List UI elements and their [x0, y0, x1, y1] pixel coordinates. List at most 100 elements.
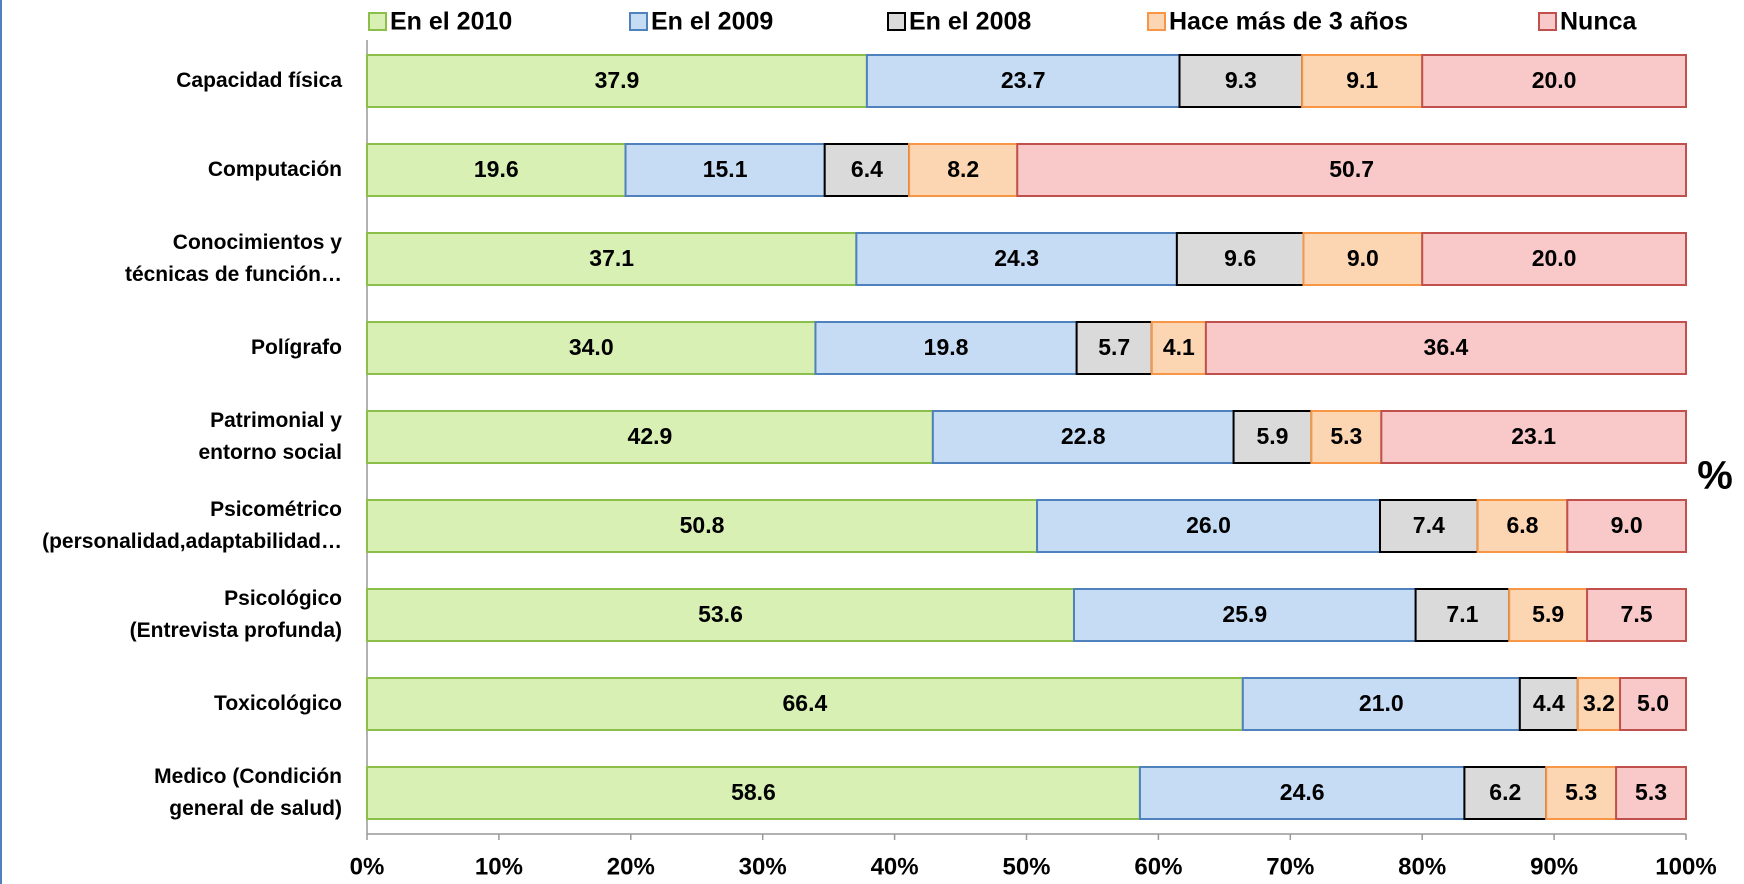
bar-segment	[814, 321, 1078, 375]
legend-label: Nunca	[1560, 8, 1638, 36]
bar-segment	[1204, 321, 1688, 375]
data-label: 6.2	[1489, 779, 1521, 805]
data-label: 24.3	[994, 245, 1039, 271]
data-label: 4.1	[1163, 334, 1195, 360]
data-label: 3.2	[1583, 690, 1615, 716]
bar-segment	[366, 677, 1244, 731]
bar-segment	[1175, 232, 1305, 286]
category-label: Psicológico (Entrevista profunda)	[129, 587, 342, 642]
bar-segment	[624, 143, 826, 197]
category-label: Computación	[207, 158, 342, 181]
bar-segment	[1241, 677, 1521, 731]
data-label: 37.9	[595, 67, 640, 93]
data-label: 53.6	[698, 601, 743, 627]
data-label: 7.4	[1413, 512, 1445, 538]
bar-segment	[1619, 677, 1688, 731]
x-tick-label: 0%	[350, 853, 385, 880]
x-tick-label: 20%	[607, 853, 655, 880]
category-label: Toxicológico	[214, 692, 342, 715]
data-label: 50.7	[1329, 156, 1374, 182]
data-label: 42.9	[628, 423, 673, 449]
bar-segment	[366, 232, 858, 286]
data-label: 21.0	[1359, 690, 1404, 716]
data-label: 5.3	[1330, 423, 1362, 449]
bar-segment	[1566, 499, 1688, 553]
category-label: Psicométrico (personalidad,adaptabilidad…	[42, 498, 342, 553]
bar-segment	[1232, 410, 1313, 464]
data-label: 5.3	[1565, 779, 1597, 805]
bar-segment	[1016, 143, 1687, 197]
data-label: 20.0	[1532, 245, 1577, 271]
data-label: 7.5	[1621, 601, 1653, 627]
data-label: 50.8	[680, 512, 725, 538]
bar-segment	[1421, 54, 1687, 108]
bar-segment	[1072, 588, 1417, 642]
data-label: 7.1	[1446, 601, 1478, 627]
legend-swatch	[1538, 12, 1557, 31]
x-tick-label: 10%	[475, 853, 523, 880]
bar-segment	[1380, 410, 1688, 464]
bar-segment	[366, 321, 817, 375]
data-label: 20.0	[1532, 67, 1577, 93]
x-tick-label: 40%	[871, 853, 919, 880]
category-label: Polígrafo	[250, 336, 342, 359]
bar-segment	[1414, 588, 1511, 642]
bar-segment	[1075, 321, 1153, 375]
data-label: 24.6	[1280, 779, 1325, 805]
x-tick-label: 80%	[1398, 853, 1446, 880]
x-tick-label: 100%	[1655, 853, 1716, 880]
x-tick-label: 70%	[1266, 853, 1314, 880]
bar-segment	[1463, 766, 1548, 820]
x-tick-label: 50%	[1002, 853, 1050, 880]
data-label: 23.1	[1511, 423, 1556, 449]
data-label: 58.6	[731, 779, 776, 805]
legend-swatch	[1147, 12, 1166, 31]
legend-label: Hace más de 3 años	[1169, 8, 1408, 36]
legend-label: En el 2008	[909, 8, 1031, 36]
data-label: 5.0	[1637, 690, 1669, 716]
bar-segment	[1036, 499, 1381, 553]
category-label: Patrimonial y entorno social	[198, 409, 342, 464]
data-label: 15.1	[703, 156, 748, 182]
data-label: 9.0	[1347, 245, 1379, 271]
x-tick-label: 30%	[739, 853, 787, 880]
x-tick-label: 90%	[1530, 853, 1578, 880]
data-label: 22.8	[1061, 423, 1106, 449]
data-label: 25.9	[1222, 601, 1267, 627]
bar-segment	[1138, 766, 1466, 820]
legend-label: En el 2009	[651, 8, 773, 36]
category-label: Capacidad física	[176, 69, 342, 92]
data-label: 8.2	[947, 156, 979, 182]
bar-segment	[1178, 54, 1304, 108]
data-label: 6.8	[1506, 512, 1538, 538]
data-label: 66.4	[783, 690, 828, 716]
bar-segment	[366, 588, 1075, 642]
data-label: 23.7	[1001, 67, 1046, 93]
data-label: 9.6	[1224, 245, 1256, 271]
bar-segment	[865, 54, 1181, 108]
x-tick-label: 60%	[1134, 853, 1182, 880]
legend-swatch	[629, 12, 648, 31]
data-label: 26.0	[1186, 512, 1231, 538]
bar-segment	[1518, 677, 1579, 731]
bar-segment	[1421, 232, 1687, 286]
data-label: 37.1	[589, 245, 634, 271]
bar-segment	[1508, 588, 1589, 642]
bar-segment	[931, 410, 1235, 464]
data-label: 19.6	[474, 156, 519, 182]
bar-segment	[1150, 321, 1207, 375]
data-label: 4.4	[1533, 690, 1565, 716]
data-label: 5.9	[1532, 601, 1564, 627]
legend-swatch	[368, 12, 387, 31]
bar-segment	[1545, 766, 1618, 820]
data-label: 9.3	[1225, 67, 1257, 93]
bar-segment	[366, 410, 934, 464]
legend-label: En el 2010	[390, 8, 512, 36]
legend-swatch	[887, 12, 906, 31]
x-axis-label: %	[1697, 454, 1733, 498]
data-label: 34.0	[569, 334, 614, 360]
bar-segment	[908, 143, 1019, 197]
data-label: 5.3	[1635, 779, 1667, 805]
